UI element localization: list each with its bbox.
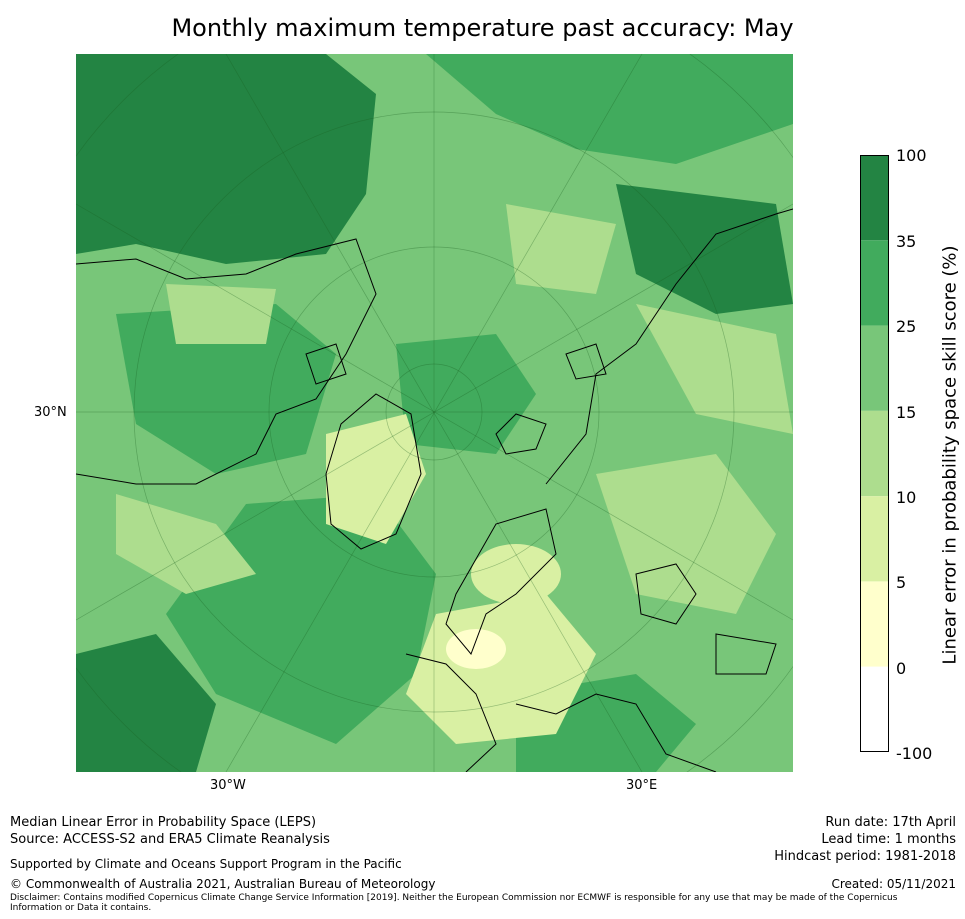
- alaska-light-region: [166, 284, 276, 344]
- bottom-left-region: [76, 634, 216, 772]
- scandinavia-light: [471, 544, 561, 604]
- colorbar-tick: 5: [896, 573, 907, 592]
- latitude-label-30n: 30°N: [34, 405, 67, 420]
- graticule: [76, 54, 793, 772]
- north-region-top-right: [426, 54, 793, 164]
- arctic-region: [396, 334, 536, 454]
- colorbar-bin: [860, 410, 889, 497]
- colorbar-bin: [860, 666, 889, 752]
- colorbar-bin: [860, 240, 889, 326]
- longitude-label-30w: 30°W: [210, 778, 246, 793]
- black-caspian-coast: [635, 563, 777, 675]
- run-date-text: Run date: 17th April: [825, 815, 956, 830]
- central-asia-region: [596, 454, 776, 614]
- colorbar-tick: 0: [896, 659, 907, 678]
- colorbar-label: Linear error in probability space skill …: [939, 245, 961, 665]
- asia-light-region: [636, 304, 793, 434]
- source-text: Source: ACCESS-S2 and ERA5 Climate Reana…: [10, 832, 330, 847]
- method-text: Median Linear Error in Probability Space…: [10, 815, 317, 830]
- north-america-coast: [76, 238, 377, 485]
- support-text: Supported by Climate and Oceans Support …: [10, 857, 402, 871]
- europe-light-region: [406, 594, 596, 744]
- colorbar-tick: 25: [896, 317, 917, 336]
- colorbar-bin: [860, 325, 889, 411]
- colorbar-bin: [860, 581, 889, 667]
- asia-north-coast: [545, 208, 793, 485]
- lead-time-text: Lead time: 1 months: [821, 832, 956, 847]
- canada-region: [116, 304, 336, 474]
- skill-score-map: [76, 54, 793, 772]
- colorbar-tick: 10: [896, 488, 917, 507]
- siberia-light-region: [506, 204, 616, 294]
- colorbar-tick: 100: [896, 146, 927, 165]
- colorbar-tick: 35: [896, 232, 917, 251]
- greenland-coast: [325, 393, 422, 550]
- arctic-islands-coast: [305, 343, 607, 455]
- map-title: Monthly maximum temperature past accurac…: [171, 14, 794, 42]
- colorbar: [860, 155, 889, 752]
- hindcast-text: Hindcast period: 1981-2018: [774, 849, 956, 864]
- colorbar-tick: 15: [896, 403, 917, 422]
- longitude-label-30e: 30°E: [626, 778, 658, 793]
- greenland-light-region: [326, 414, 426, 544]
- coastlines: [76, 208, 793, 772]
- europe-coast: [405, 653, 717, 772]
- europe-bright-spot: [446, 629, 506, 669]
- scandinavia-coast: [445, 508, 557, 655]
- copyright-text: © Commonwealth of Australia 2021, Austra…: [10, 877, 436, 891]
- north-pacific-region: [76, 54, 376, 264]
- created-text: Created: 05/11/2021: [831, 877, 956, 891]
- north-america-light-region: [116, 494, 256, 594]
- colorbar-bin: [860, 155, 889, 241]
- colorbar-tick: -100: [896, 744, 933, 763]
- colorbar-bin: [860, 496, 889, 582]
- disclaimer-text: Disclaimer: Contains modified Copernicus…: [10, 893, 898, 913]
